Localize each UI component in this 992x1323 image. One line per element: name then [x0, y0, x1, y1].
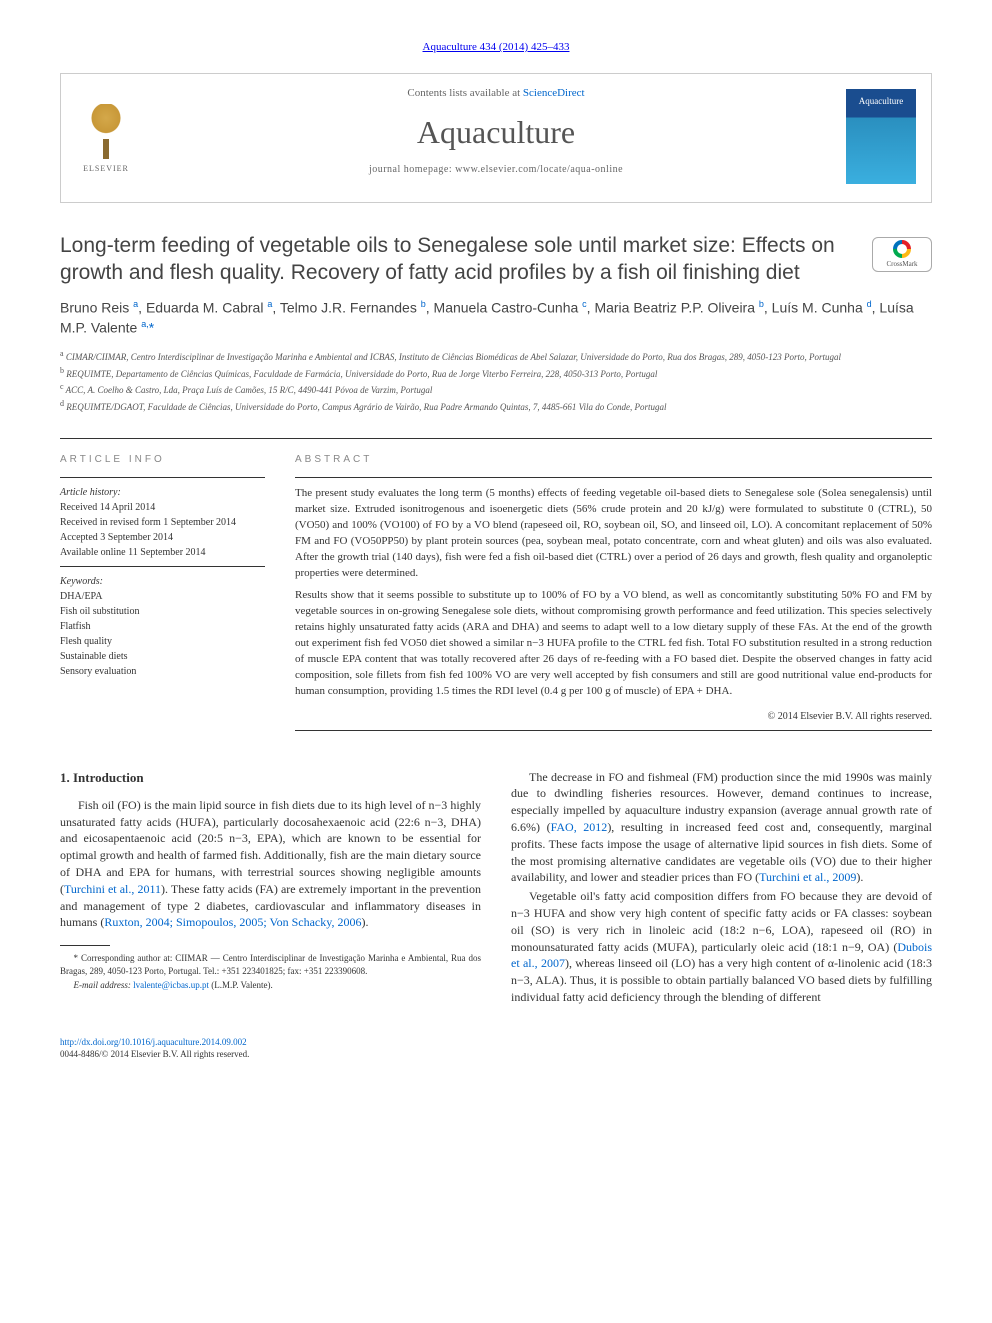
journal-header: ELSEVIER Contents lists available at Sci… [60, 73, 932, 203]
corresponding-author-footnote: * Corresponding author at: CIIMAR — Cent… [60, 952, 481, 977]
journal-homepage: journal homepage: www.elsevier.com/locat… [81, 163, 911, 177]
intro-paragraph: Fish oil (FO) is the main lipid source i… [60, 797, 481, 931]
keyword: Fish oil substitution [60, 604, 265, 619]
email-footnote: E-mail address: lvalente@icbas.up.pt (L.… [60, 979, 481, 992]
affiliation: b REQUIMTE, Departamento de Ciências Quí… [60, 365, 932, 382]
article-info-header: ARTICLE INFO [60, 453, 265, 467]
keyword: Flatfish [60, 619, 265, 634]
page-footer: http://dx.doi.org/10.1016/j.aquaculture.… [60, 1036, 932, 1061]
keywords-label: Keywords: [60, 575, 265, 589]
issn-copyright: 0044-8486/© 2014 Elsevier B.V. All right… [60, 1049, 249, 1059]
intro-paragraph: The decrease in FO and fishmeal (FM) pro… [511, 769, 932, 887]
article-body: 1. Introduction Fish oil (FO) is the mai… [60, 769, 932, 1006]
divider [60, 566, 265, 567]
keyword: DHA/EPA [60, 589, 265, 604]
history-line: Received in revised form 1 September 201… [60, 515, 265, 530]
journal-reference-link[interactable]: Aquaculture 434 (2014) 425–433 [423, 41, 570, 53]
keyword: Sustainable diets [60, 649, 265, 664]
history-label: Article history: [60, 486, 265, 500]
elsevier-tree-icon [81, 104, 131, 159]
journal-cover-thumbnail: Aquaculture [846, 89, 916, 184]
journal-name: Aquaculture [81, 110, 911, 155]
affiliation: c ACC, A. Coelho & Castro, Lda, Praça Lu… [60, 381, 932, 398]
author-list: Bruno Reis a, Eduarda M. Cabral a, Telmo… [60, 298, 932, 339]
history-line: Available online 11 September 2014 [60, 545, 265, 560]
crossmark-label: CrossMark [886, 260, 917, 270]
journal-reference: Aquaculture 434 (2014) 425–433 [60, 40, 932, 55]
citation-link[interactable]: Turchini et al., 2011 [64, 882, 161, 896]
footnote-separator [60, 945, 110, 946]
keywords-list: DHA/EPAFish oil substitutionFlatfishFles… [60, 589, 265, 679]
article-title: Long-term feeding of vegetable oils to S… [60, 233, 852, 286]
author-email-link[interactable]: lvalente@icbas.up.pt [133, 980, 209, 990]
doi-link[interactable]: http://dx.doi.org/10.1016/j.aquaculture.… [60, 1037, 247, 1047]
keyword: Flesh quality [60, 634, 265, 649]
divider [295, 730, 932, 731]
crossmark-badge[interactable]: CrossMark [872, 237, 932, 272]
history-line: Received 14 April 2014 [60, 500, 265, 515]
sciencedirect-link[interactable]: ScienceDirect [523, 87, 585, 99]
footer-left: http://dx.doi.org/10.1016/j.aquaculture.… [60, 1036, 249, 1061]
citation-link[interactable]: Ruxton, 2004; Simopoulos, 2005; Von Scha… [104, 915, 361, 929]
contents-prefix: Contents lists available at [407, 87, 522, 99]
divider [295, 477, 932, 478]
history-line: Accepted 3 September 2014 [60, 530, 265, 545]
abstract: ABSTRACT The present study evaluates the… [295, 453, 932, 738]
cover-title: Aquaculture [859, 89, 903, 108]
abstract-header: ABSTRACT [295, 453, 932, 467]
affiliation: d REQUIMTE/DGAOT, Faculdade de Ciências,… [60, 398, 932, 415]
intro-heading: 1. Introduction [60, 769, 481, 787]
abstract-paragraph: Results show that it seems possible to s… [295, 588, 932, 700]
abstract-copyright: © 2014 Elsevier B.V. All rights reserved… [295, 710, 932, 724]
contents-line: Contents lists available at ScienceDirec… [81, 86, 911, 101]
article-history: Received 14 April 2014Received in revise… [60, 500, 265, 560]
divider [60, 477, 265, 478]
keyword: Sensory evaluation [60, 664, 265, 679]
body-text: ). [856, 870, 863, 884]
crossmark-icon [893, 240, 911, 258]
abstract-paragraph: The present study evaluates the long ter… [295, 486, 932, 582]
intro-paragraph: Vegetable oil's fatty acid composition d… [511, 888, 932, 1006]
citation-link[interactable]: FAO, 2012 [551, 820, 608, 834]
citation-link[interactable]: Turchini et al., 2009 [759, 870, 856, 884]
body-text: ). [361, 915, 368, 929]
email-attribution: (L.M.P. Valente). [211, 980, 273, 990]
article-info: ARTICLE INFO Article history: Received 1… [60, 453, 265, 738]
email-label: E-mail address: [74, 980, 131, 990]
affiliation: a CIMAR/CIIMAR, Centro Interdisciplinar … [60, 348, 932, 365]
publisher-name: ELSEVIER [83, 163, 129, 174]
body-text: Vegetable oil's fatty acid composition d… [511, 889, 932, 953]
affiliations: a CIMAR/CIIMAR, Centro Interdisciplinar … [60, 348, 932, 414]
body-text: ), whereas linseed oil (LO) has a very h… [511, 956, 932, 1004]
publisher-logo: ELSEVIER [76, 94, 136, 174]
